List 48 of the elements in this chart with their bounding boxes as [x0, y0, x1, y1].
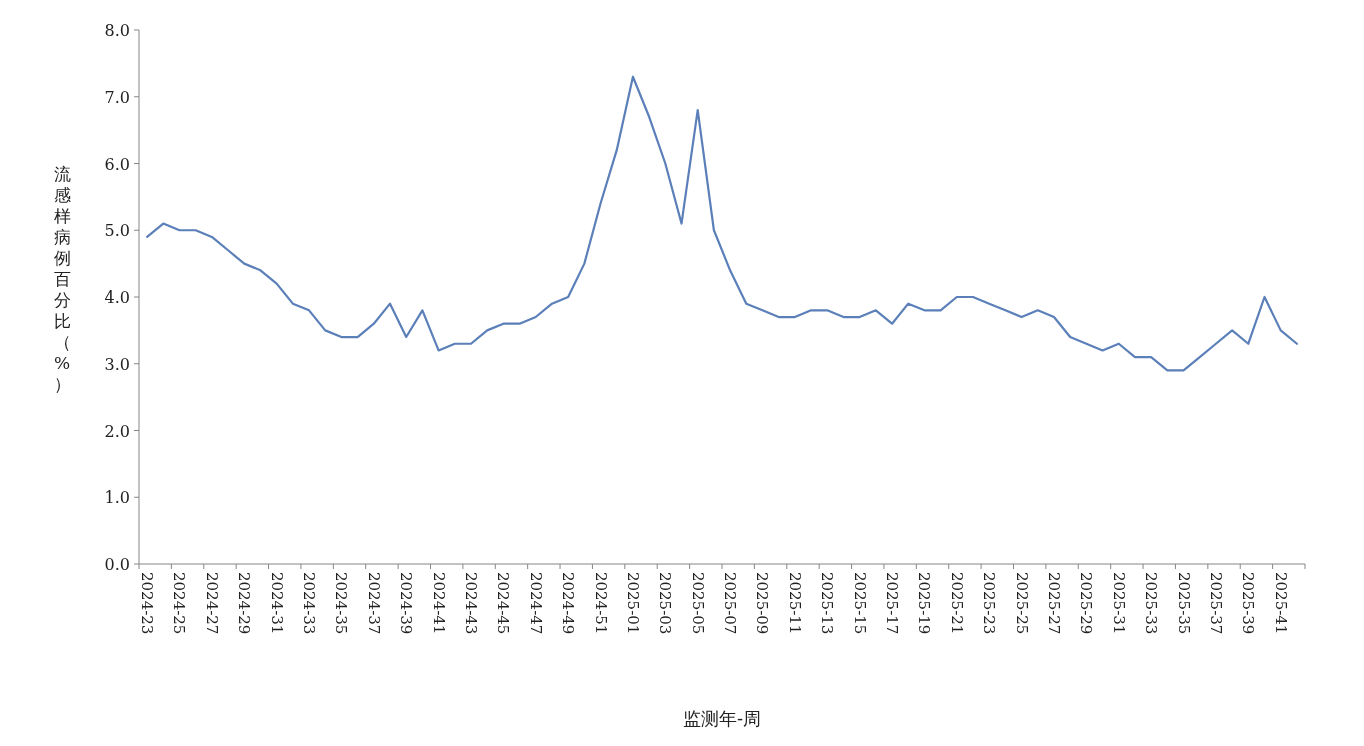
x-tick-label: 2025-19 — [915, 572, 934, 635]
x-tick-label: 2025-33 — [1142, 572, 1161, 635]
x-tick-label: 2025-07 — [721, 572, 740, 635]
y-tick-label: 6.0 — [104, 154, 130, 174]
y-tick-label: 0.0 — [104, 555, 130, 574]
x-tick-label: 2024-37 — [364, 572, 383, 635]
x-tick-label: 2025-17 — [883, 572, 902, 635]
line-series — [146, 75, 1298, 372]
x-tick-label: 2025-09 — [753, 572, 772, 635]
y-tick-label: 4.0 — [104, 288, 130, 307]
x-tick-label: 2024-33 — [300, 572, 319, 635]
x-tick-label: 2024-29 — [235, 572, 254, 635]
x-tick-label: 2024-23 — [138, 572, 157, 635]
x-axis-title: 监测年-周 — [682, 708, 762, 729]
x-tick-label: 2025-03 — [656, 572, 675, 635]
x-tick-label: 2025-21 — [947, 572, 966, 635]
x-tick-label: 2024-35 — [332, 572, 351, 635]
x-tick-label: 2025-01 — [623, 572, 642, 635]
y-tick-label: 8.0 — [104, 21, 130, 40]
x-tick-label: 2024-47 — [526, 572, 545, 635]
x-tick-label: 2025-11 — [785, 572, 804, 635]
x-tick-label: 2024-51 — [591, 572, 610, 635]
x-tick-label: 2025-37 — [1206, 572, 1225, 635]
y-tick-label: 2.0 — [104, 421, 130, 441]
x-tick-label: 2025-05 — [688, 572, 707, 635]
x-tick-label: 2025-25 — [1012, 572, 1031, 635]
x-tick-label: 2024-43 — [461, 572, 480, 635]
x-tick-label: 2024-41 — [429, 572, 448, 635]
x-tick-label: 2024-39 — [397, 572, 416, 635]
x-tick-label: 2025-41 — [1271, 572, 1290, 635]
x-tick-label: 2024-49 — [559, 572, 578, 635]
x-tick-label: 2025-31 — [1109, 572, 1128, 635]
y-tick-label: 3.0 — [104, 354, 130, 374]
x-tick-label: 2025-27 — [1044, 572, 1063, 635]
x-tick-label: 2025-23 — [980, 572, 999, 635]
y-tick-label: 1.0 — [104, 488, 130, 508]
x-tick-label: 2024-25 — [170, 572, 189, 635]
x-tick-label: 2025-35 — [1174, 572, 1193, 635]
x-tick-label: 2024-31 — [267, 572, 286, 635]
x-tick-label: 2024-27 — [202, 572, 221, 635]
x-tick-label: 2025-29 — [1077, 572, 1096, 635]
y-tick-label: 5.0 — [104, 221, 130, 241]
x-tick-label: 2025-15 — [850, 572, 869, 635]
x-tick-label: 2024-45 — [494, 572, 513, 635]
x-tick-label: 2025-13 — [818, 572, 837, 635]
text: 流感样病例百分比（%） — [53, 164, 71, 394]
x-tick-label: 2025-39 — [1239, 572, 1258, 635]
y-tick-label: 7.0 — [104, 87, 130, 107]
